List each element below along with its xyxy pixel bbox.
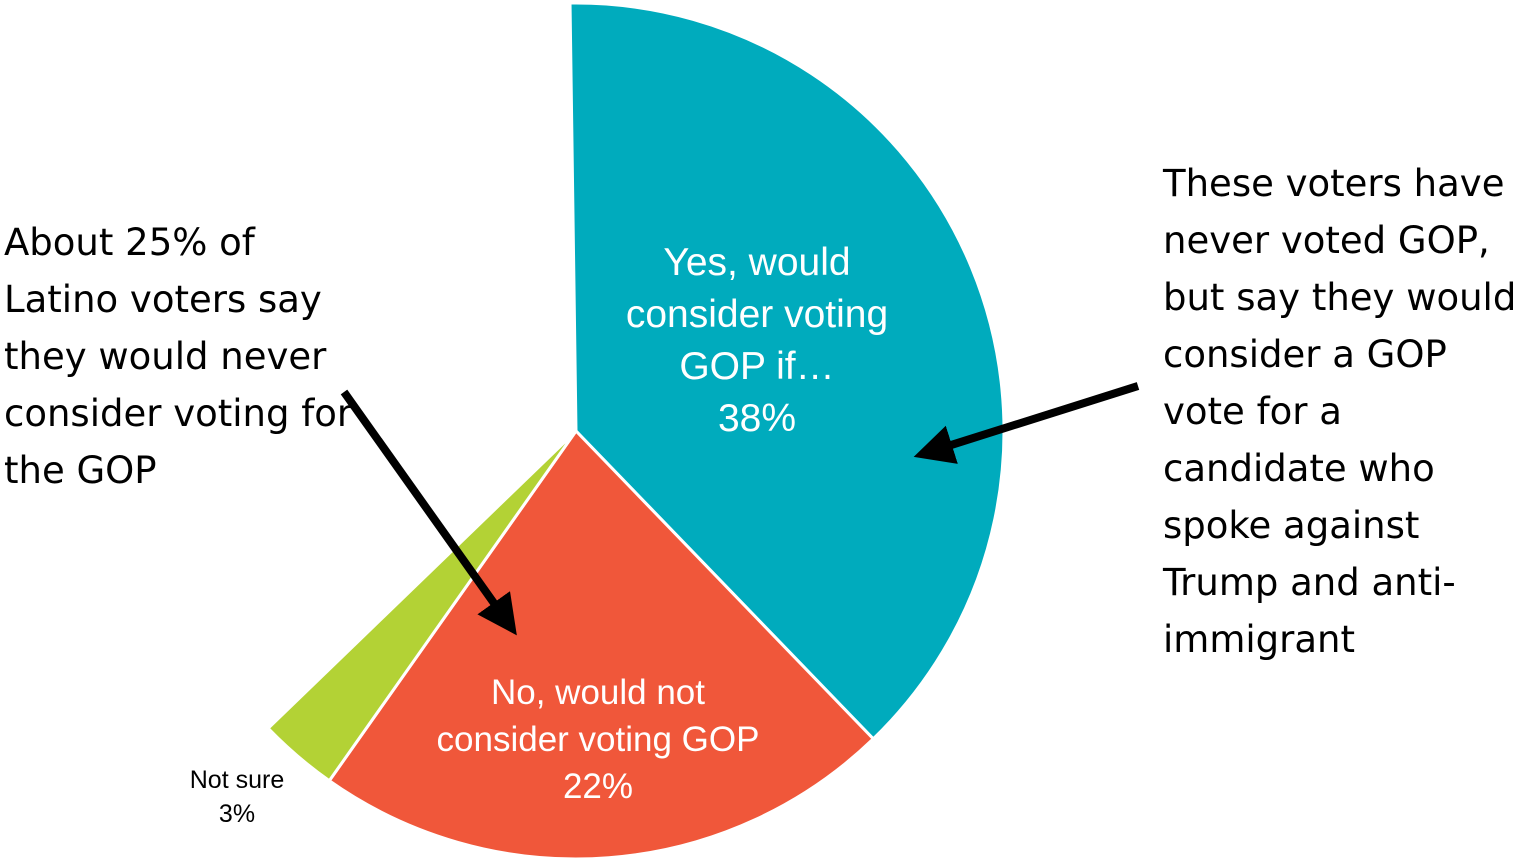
annotation-line: consider voting for — [4, 392, 353, 435]
annotation-line: but say they would — [1163, 276, 1517, 319]
annotation-line: the GOP — [4, 449, 157, 492]
annotation-left: About 25% of Latino voters say they woul… — [4, 214, 364, 499]
annotation-line: consider a GOP — [1163, 333, 1447, 376]
annotation-line: candidate who — [1163, 447, 1435, 490]
annotation-arrow — [913, 382, 1140, 464]
slice-label-line: consider voting — [626, 293, 888, 336]
slice-label: Not sure 3% — [190, 766, 284, 828]
annotation-line: Latino voters say — [4, 278, 322, 321]
pie-slice — [266, 429, 578, 783]
annotation-line: About 25% of — [4, 221, 255, 264]
annotation-right: These voters have never voted GOP, but s… — [1163, 155, 1532, 668]
annotation-arrow — [340, 389, 517, 636]
annotation-line: never voted GOP, — [1163, 219, 1490, 262]
slice-label: Yes, would consider voting GOP if… 38% — [626, 241, 888, 440]
annotation-line: Trump and anti- — [1163, 561, 1456, 604]
annotation-line: vote for a — [1163, 390, 1342, 433]
slice-label-line: No, would not — [491, 673, 705, 712]
annotation-line: spoke against — [1163, 504, 1420, 547]
slice-label-line: 38% — [718, 397, 796, 440]
annotation-line: These voters have — [1163, 162, 1505, 205]
slice-label-line: Not sure — [190, 766, 284, 794]
slice-label-line: 3% — [219, 800, 255, 828]
annotation-line: immigrant — [1163, 618, 1355, 661]
slice-label-line: Yes, would — [663, 241, 850, 284]
slice-label: No, would not consider voting GOP 22% — [437, 673, 760, 806]
slice-label-line: 22% — [563, 767, 633, 806]
pie-slice — [568, 1, 1006, 741]
annotation-line: they would never — [4, 335, 327, 378]
slice-label-line: consider voting GOP — [437, 720, 760, 759]
slice-label-line: GOP if… — [679, 345, 834, 388]
pie-slice — [327, 429, 875, 859]
